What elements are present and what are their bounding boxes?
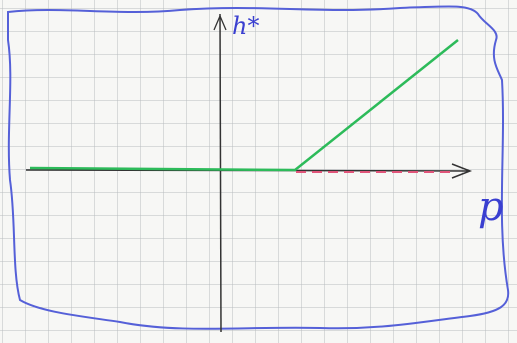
y-axis-label: h*	[232, 12, 259, 40]
page: {"labels": {"y_axis": "h*", "x_axis": "p…	[0, 0, 517, 343]
sketch: h* p	[0, 0, 517, 343]
x-axis-label: p	[478, 184, 504, 230]
y-axis	[220, 14, 221, 332]
